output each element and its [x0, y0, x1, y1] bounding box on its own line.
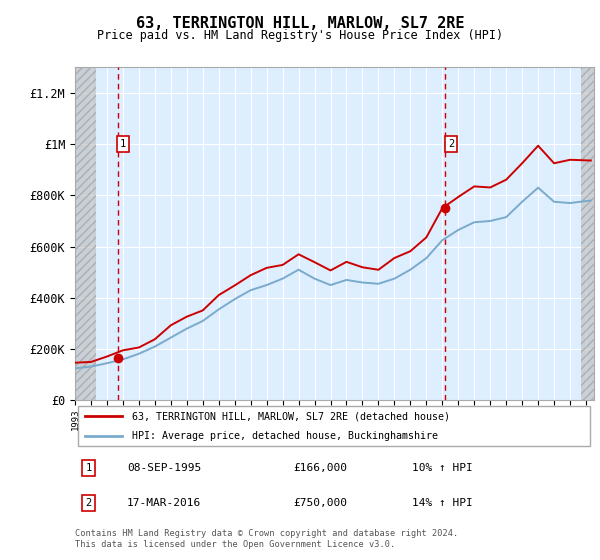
Text: £166,000: £166,000	[293, 463, 347, 473]
Text: Price paid vs. HM Land Registry's House Price Index (HPI): Price paid vs. HM Land Registry's House …	[97, 29, 503, 42]
Bar	[75, 67, 96, 400]
Text: 17-MAR-2016: 17-MAR-2016	[127, 498, 201, 507]
Text: 14% ↑ HPI: 14% ↑ HPI	[412, 498, 473, 507]
Text: Contains HM Land Registry data © Crown copyright and database right 2024.
This d: Contains HM Land Registry data © Crown c…	[75, 529, 458, 549]
Text: 1: 1	[120, 139, 126, 149]
Text: 2: 2	[85, 498, 92, 507]
Text: 63, TERRINGTON HILL, MARLOW, SL7 2RE (detached house): 63, TERRINGTON HILL, MARLOW, SL7 2RE (de…	[132, 411, 450, 421]
Text: 08-SEP-1995: 08-SEP-1995	[127, 463, 201, 473]
Text: HPI: Average price, detached house, Buckinghamshire: HPI: Average price, detached house, Buck…	[132, 431, 438, 441]
Bar	[581, 67, 594, 400]
FancyBboxPatch shape	[77, 406, 590, 446]
Text: £750,000: £750,000	[293, 498, 347, 507]
Text: 2: 2	[448, 139, 454, 149]
Text: 1: 1	[85, 463, 92, 473]
Text: 10% ↑ HPI: 10% ↑ HPI	[412, 463, 473, 473]
Text: 63, TERRINGTON HILL, MARLOW, SL7 2RE: 63, TERRINGTON HILL, MARLOW, SL7 2RE	[136, 16, 464, 31]
